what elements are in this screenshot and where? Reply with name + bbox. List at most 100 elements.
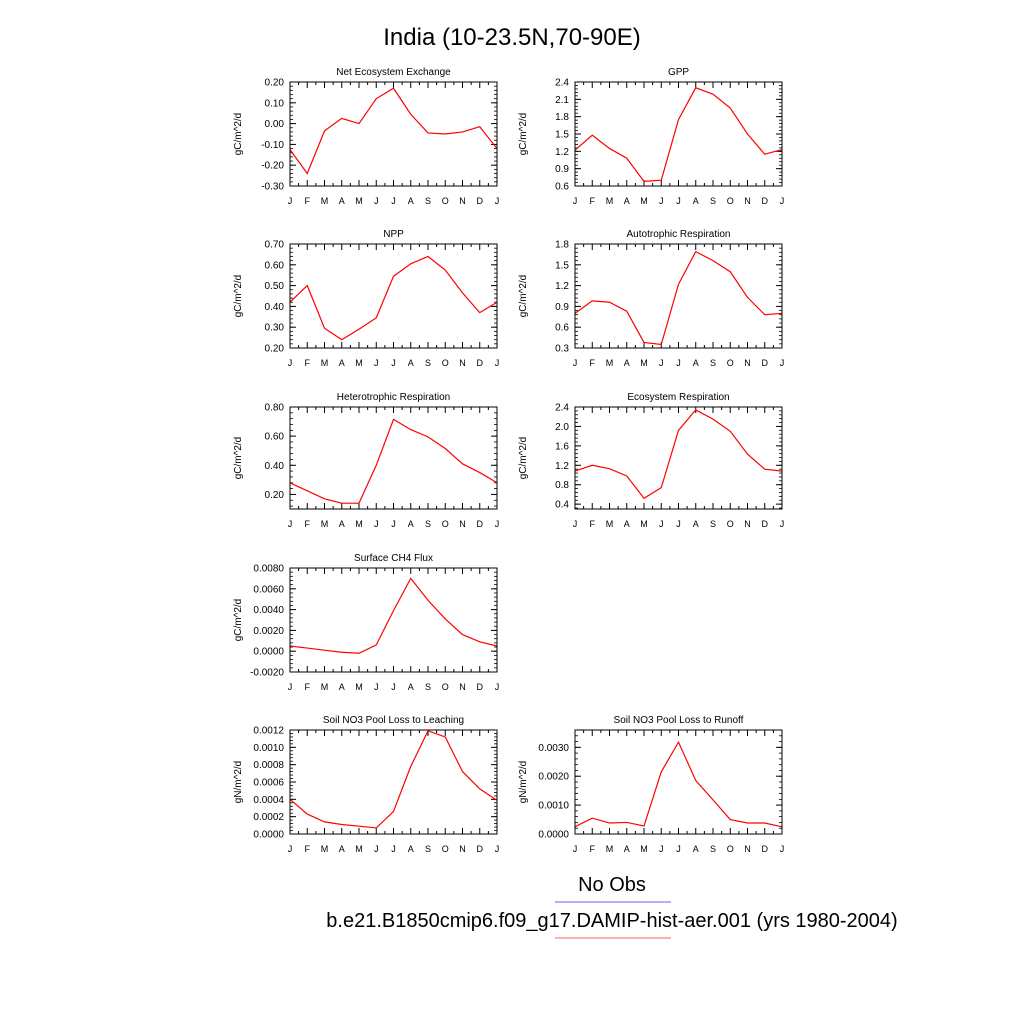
y-axis-label: gC/m^2/d	[233, 113, 244, 156]
x-tick-label: J	[288, 844, 293, 854]
y-tick-label: 0.0002	[253, 812, 284, 823]
x-tick-label: F	[305, 358, 311, 368]
x-tick-label: M	[355, 358, 363, 368]
y-tick-label: -0.20	[261, 161, 284, 172]
y-tick-label: 0.6	[555, 182, 569, 193]
plot-frame	[574, 81, 783, 187]
x-tick-label: M	[321, 196, 329, 206]
x-tick-label: O	[727, 196, 734, 206]
series-line-heterotrophic-respiration	[289, 418, 498, 504]
series-line-npp	[289, 255, 498, 341]
x-tick-label: J	[374, 844, 379, 854]
series-line-gpp	[574, 87, 783, 183]
x-tick-label: A	[408, 682, 414, 692]
y-axis-ticks: -0.0020 0.0000 0.0020 0.0040 0.0060 0.0080	[250, 564, 497, 679]
x-tick-label: M	[355, 844, 363, 854]
x-tick-label: J	[495, 844, 500, 854]
x-tick-label: J	[573, 196, 578, 206]
x-tick-label: J	[780, 358, 785, 368]
data-points	[574, 87, 783, 182]
y-tick-label: 0.0004	[253, 795, 284, 806]
y-tick-label: 0.0008	[253, 760, 284, 771]
x-tick-label: J	[780, 519, 785, 529]
y-tick-label: 0.0080	[253, 564, 284, 575]
x-tick-label: D	[762, 519, 769, 529]
series-line-soil-no3-pool-loss-to-leaching	[289, 730, 498, 829]
x-tick-label: J	[659, 196, 664, 206]
y-tick-label: 0.8	[555, 480, 569, 491]
x-tick-label: J	[495, 196, 500, 206]
y-tick-label: 0.0020	[538, 772, 569, 783]
x-tick-label: J	[659, 519, 664, 529]
x-tick-label: J	[391, 358, 396, 368]
x-tick-label: O	[442, 519, 449, 529]
x-tick-label: J	[374, 682, 379, 692]
y-tick-label: 0.50	[265, 281, 285, 292]
x-tick-label: F	[305, 196, 311, 206]
panel-title: Soil NO3 Pool Loss to Leaching	[323, 715, 464, 726]
y-tick-label: 1.8	[555, 240, 569, 251]
plot-frame	[574, 243, 783, 349]
x-tick-label: N	[744, 844, 751, 854]
x-tick-label: A	[408, 844, 414, 854]
x-tick-label: F	[590, 196, 596, 206]
x-tick-label: S	[710, 358, 716, 368]
x-tick-label: J	[659, 358, 664, 368]
y-axis-label: gN/m^2/d	[518, 761, 529, 804]
y-tick-label: 0.10	[265, 98, 285, 109]
y-tick-label: 1.5	[555, 130, 569, 141]
x-tick-label: N	[459, 358, 466, 368]
y-tick-label: 1.8	[555, 112, 569, 123]
x-tick-label: A	[693, 358, 699, 368]
x-tick-label: D	[477, 196, 484, 206]
x-tick-label: M	[640, 358, 648, 368]
y-tick-label: 0.0010	[538, 801, 569, 812]
x-tick-label: J	[288, 196, 293, 206]
x-tick-label: M	[606, 844, 614, 854]
x-tick-label: J	[573, 844, 578, 854]
data-points	[574, 409, 783, 499]
y-tick-label: 2.1	[555, 95, 569, 106]
y-tick-label: -0.10	[261, 140, 284, 151]
y-tick-label: 0.0012	[253, 726, 284, 737]
y-tick-label: 0.20	[265, 344, 285, 355]
x-tick-label: J	[495, 519, 500, 529]
x-tick-label: O	[727, 844, 734, 854]
panel-title: Autotrophic Respiration	[627, 229, 731, 240]
x-tick-label: J	[676, 519, 681, 529]
x-tick-label: F	[305, 682, 311, 692]
x-tick-label: J	[391, 844, 396, 854]
plot-frame	[574, 729, 783, 835]
x-tick-label: J	[495, 358, 500, 368]
y-tick-label: 0.0010	[253, 743, 284, 754]
x-tick-label: J	[780, 196, 785, 206]
x-tick-label: M	[321, 682, 329, 692]
y-tick-label: 1.6	[555, 441, 569, 452]
x-tick-label: D	[477, 358, 484, 368]
x-tick-label: J	[374, 196, 379, 206]
x-tick-label: S	[710, 844, 716, 854]
x-tick-label: D	[762, 196, 769, 206]
x-tick-label: O	[442, 844, 449, 854]
y-tick-label: 0.30	[265, 323, 285, 334]
x-tick-label: J	[495, 682, 500, 692]
x-tick-label: O	[727, 519, 734, 529]
x-tick-label: N	[459, 196, 466, 206]
x-tick-label: J	[676, 196, 681, 206]
x-tick-label: A	[339, 358, 345, 368]
plot-frame	[289, 729, 498, 835]
y-tick-label: 0.60	[265, 260, 285, 271]
x-tick-label: S	[710, 519, 716, 529]
x-tick-label: J	[676, 358, 681, 368]
